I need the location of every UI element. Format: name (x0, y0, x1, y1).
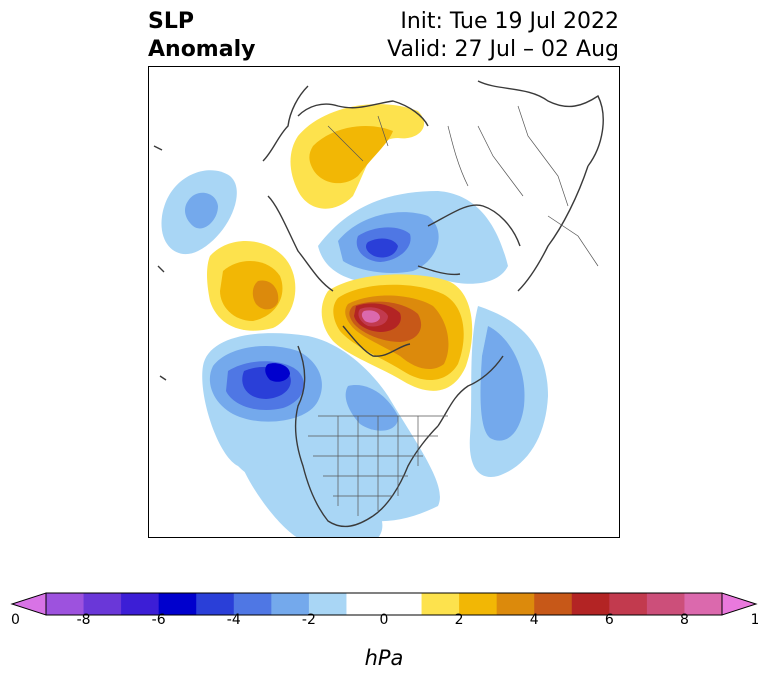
colorbar-ticks: -10 -8 -6 -4 -2 0 2 4 6 8 10 (10, 612, 758, 624)
colorbar-tick-label: 8 (680, 612, 689, 624)
colorbar-segment (46, 593, 85, 615)
colorbar-segment (421, 593, 460, 615)
map-title: SLP Anomaly (148, 8, 255, 64)
colorbar-segment (233, 593, 272, 615)
colorbar-segments (10, 592, 758, 616)
colorbar-tick-label: 10 (751, 612, 758, 624)
colorbar-tick-label: -2 (302, 612, 316, 624)
colorbar-tick-label: 4 (530, 612, 539, 624)
colorbar-segment (196, 593, 235, 615)
forecast-dates: Init: Tue 19 Jul 2022 Valid: 27 Jul – 02… (387, 8, 619, 64)
colorbar-segment (496, 593, 535, 615)
colorbar-tick-label: 6 (605, 612, 614, 624)
colorbar-segment (459, 593, 498, 615)
anomaly-positive-orange (220, 126, 464, 381)
colorbar-tick-label: 2 (455, 612, 464, 624)
colorbar-segment (346, 593, 385, 615)
valid-period: Valid: 27 Jul – 02 Aug (387, 37, 619, 62)
colorbar-segment (684, 593, 723, 615)
colorbar-segment (121, 593, 160, 615)
colorbar-segment (158, 593, 197, 615)
colorbar-segment (384, 593, 423, 615)
coastlines (153, 80, 604, 528)
colorbar-segment (271, 593, 310, 615)
colorbar-outline (45, 592, 723, 616)
colorbar-segment (571, 593, 610, 615)
title-line-2: Anomaly (148, 37, 256, 62)
colorbar-segment (646, 593, 685, 615)
colorbar-segment (534, 593, 573, 615)
colorbar-unit-label: hPa (364, 646, 404, 670)
colorbar-segment (308, 593, 347, 615)
colorbar-tick-label: -10 (10, 612, 20, 624)
anomaly-negative-strong (226, 227, 411, 411)
colorbar-tick-label: -6 (152, 612, 166, 624)
colorbar-tick-label: 0 (380, 612, 389, 624)
slp-anomaly-map (148, 66, 620, 538)
init-date: Init: Tue 19 Jul 2022 (400, 9, 619, 34)
country-borders (308, 105, 599, 516)
colorbar-segment (609, 593, 648, 615)
colorbar-tick-label: -4 (227, 612, 241, 624)
colorbar: -10 -8 -6 -4 -2 0 2 4 6 8 10 (10, 592, 758, 624)
title-line-1: SLP (148, 9, 194, 34)
colorbar-tick-label: -8 (77, 612, 91, 624)
colorbar-segment (83, 593, 122, 615)
